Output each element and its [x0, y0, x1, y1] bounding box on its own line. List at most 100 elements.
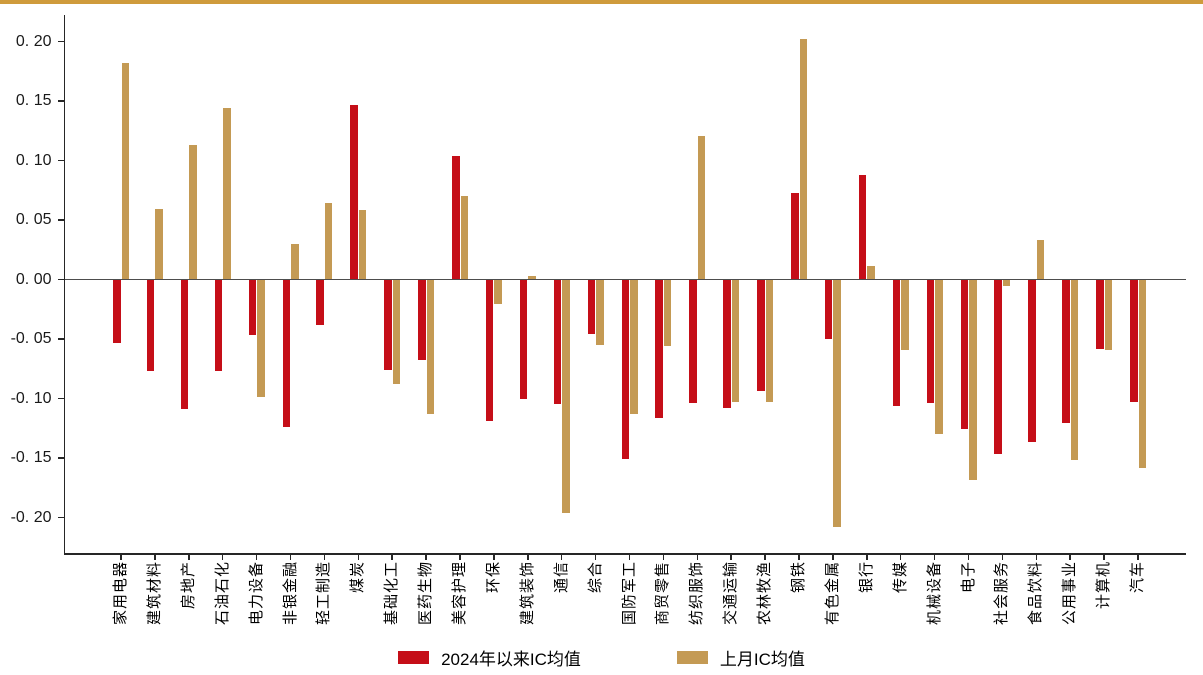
bar-last-month-美容护理	[460, 196, 468, 280]
x-tick-mark	[1035, 554, 1038, 560]
bar-last-month-计算机	[1104, 280, 1113, 351]
x-tick-mark	[832, 554, 834, 560]
x-tick-mark	[696, 554, 699, 560]
bar-last-month-钢铁	[799, 39, 807, 280]
x-category-label: 食品饮料	[1027, 561, 1045, 626]
x-tick-mark	[1137, 554, 1139, 560]
x-tick-mark	[221, 554, 224, 560]
x-category-label: 机械设备	[925, 561, 943, 626]
y-tick-label: -0. 10	[10, 389, 52, 407]
y-tick-label: 0. 05	[15, 211, 52, 228]
bar-last-month-银行	[867, 266, 875, 280]
x-tick-mark	[357, 554, 360, 560]
x-category-label: 家用电器	[112, 561, 129, 626]
bar-current-year-农林牧渔	[757, 280, 765, 391]
y-axis-line	[63, 15, 65, 553]
x-category-label: 房地产	[179, 561, 197, 610]
bar-current-year-交通运输	[723, 280, 731, 408]
bar-last-month-电力设备	[257, 280, 265, 397]
bar-last-month-医药生物	[426, 280, 435, 414]
y-tick-mark	[57, 278, 64, 281]
bar-last-month-社会服务	[1002, 280, 1011, 287]
x-category-label: 汽车	[1129, 561, 1146, 594]
x-category-label: 银行	[857, 561, 875, 594]
bar-last-month-建筑装饰	[528, 275, 536, 280]
y-tick-label: -0. 20	[10, 508, 52, 526]
bar-last-month-基础化工	[392, 280, 401, 384]
x-category-label: 有色金属	[823, 561, 841, 626]
x-tick-mark	[730, 554, 732, 560]
bar-last-month-纺织服饰	[697, 135, 706, 280]
x-category-label: 纺织服饰	[688, 561, 706, 626]
x-tick-mark	[425, 554, 427, 560]
bar-last-month-传媒	[901, 280, 909, 351]
bar-last-month-电子	[969, 280, 977, 481]
legend-item-current-year: 2024年以来IC均值	[398, 645, 581, 670]
bar-last-month-石油石化	[223, 108, 231, 280]
x-tick-mark	[527, 554, 529, 560]
x-category-label: 钢铁	[790, 561, 807, 594]
bar-current-year-汽车	[1130, 280, 1138, 402]
legend-label-current-year: 2024年以来IC均值	[441, 649, 581, 669]
bar-current-year-传媒	[892, 280, 901, 407]
x-category-label: 农林牧渔	[756, 561, 774, 626]
x-tick-mark	[459, 554, 461, 560]
x-tick-mark	[560, 554, 563, 560]
x-tick-mark	[1001, 554, 1004, 560]
x-category-label: 计算机	[1095, 561, 1113, 610]
y-tick-mark	[57, 516, 64, 519]
x-category-label: 煤炭	[349, 561, 367, 594]
x-tick-mark	[289, 554, 292, 560]
chart-legend: 2024年以来IC均值 上月IC均值	[0, 643, 1203, 671]
bar-current-year-房地产	[180, 280, 189, 409]
y-tick-mark	[57, 397, 64, 400]
bar-current-year-建筑材料	[146, 280, 155, 371]
bar-current-year-家用电器	[113, 280, 121, 344]
y-tick-label: 0. 20	[15, 32, 52, 50]
bar-current-year-石油石化	[214, 280, 223, 371]
bar-current-year-国防军工	[621, 280, 629, 459]
zero-baseline	[64, 278, 1186, 281]
bar-current-year-基础化工	[384, 280, 392, 370]
x-category-label: 电力设备	[247, 561, 265, 626]
bar-current-year-非银金融	[282, 280, 290, 427]
x-category-label: 社会服务	[993, 561, 1011, 626]
bar-last-month-建筑材料	[155, 209, 163, 280]
bar-current-year-电力设备	[248, 280, 257, 335]
legend-swatch-tan	[676, 650, 708, 664]
x-category-label: 公用事业	[1061, 561, 1079, 626]
x-tick-mark	[323, 554, 326, 560]
bar-last-month-国防军工	[630, 280, 638, 414]
x-tick-mark	[967, 554, 970, 560]
x-category-label: 商贸零售	[654, 561, 672, 626]
bar-current-year-医药生物	[418, 280, 426, 360]
legend-item-last-month: 上月IC均值	[676, 645, 805, 670]
bar-current-year-美容护理	[452, 155, 460, 280]
bar-last-month-非银金融	[291, 243, 299, 280]
y-tick-mark	[57, 457, 64, 459]
y-tick-label: -0. 05	[10, 330, 52, 347]
x-category-label: 非银金融	[281, 561, 299, 626]
bar-last-month-家用电器	[121, 62, 129, 280]
bar-last-month-煤炭	[358, 210, 367, 280]
x-category-label: 综合	[586, 561, 604, 594]
y-tick-mark	[57, 100, 64, 102]
bar-last-month-商贸零售	[663, 280, 672, 346]
x-category-label: 传媒	[891, 561, 909, 594]
bar-current-year-通信	[553, 280, 562, 404]
bar-last-month-通信	[562, 280, 570, 514]
bar-last-month-轻工制造	[324, 203, 333, 280]
x-category-label: 基础化工	[383, 561, 401, 626]
bar-current-year-煤炭	[350, 104, 358, 280]
bar-last-month-机械设备	[935, 280, 943, 434]
x-tick-mark	[594, 554, 597, 560]
bar-current-year-轻工制造	[316, 280, 324, 326]
x-tick-mark	[255, 554, 258, 560]
top-border-line	[0, 0, 1203, 4]
bar-last-month-公用事业	[1070, 280, 1079, 460]
bar-current-year-电子	[960, 280, 968, 429]
bar-current-year-公用事业	[1062, 280, 1070, 424]
bar-last-month-房地产	[189, 145, 197, 280]
x-tick-mark	[154, 554, 156, 560]
